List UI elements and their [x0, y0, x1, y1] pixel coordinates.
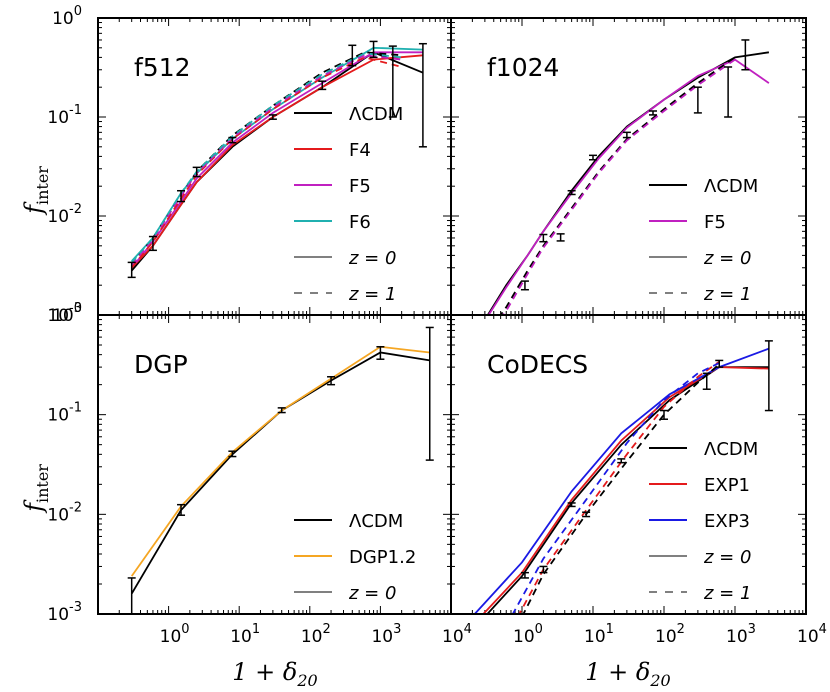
series-line — [486, 51, 770, 315]
tick-label: 100 — [52, 301, 82, 326]
tick-label: 103 — [726, 622, 756, 647]
legend: ΛCDM EXP1 EXP3 z = 0 z = 1 — [649, 439, 758, 604]
errorbars — [496, 39, 750, 315]
series-line — [522, 363, 720, 614]
tick-label: 10-3 — [47, 301, 82, 326]
legend-label: ΛCDM — [704, 439, 758, 460]
tick-label: 10-2 — [47, 202, 82, 227]
series-line — [131, 54, 402, 266]
legend-label: F6 — [349, 212, 371, 233]
legend-label: F5 — [704, 212, 726, 233]
legend-label: EXP1 — [704, 475, 750, 496]
errorbars — [127, 40, 427, 279]
legend: ΛCDM DGP1.2 z = 0 — [294, 511, 416, 604]
legend-label: ΛCDM — [349, 104, 403, 125]
tick-label: 102 — [655, 622, 685, 647]
tick-label: 10-3 — [47, 600, 82, 625]
tick-label: 101 — [584, 622, 614, 647]
series-line — [131, 52, 402, 263]
panel-frame — [450, 314, 807, 615]
legend-label: z = 0 — [348, 248, 396, 269]
series-line — [130, 345, 430, 577]
series-line — [131, 51, 424, 272]
y-axis-title: finter — [20, 166, 52, 216]
y-axis-title: finter — [20, 464, 52, 514]
panel-codecs: CoDECS ΛCDM EXP1 EXP3 z = 0 z = 1 — [450, 314, 807, 615]
tick-label: 100 — [513, 622, 543, 647]
legend-label: F4 — [349, 140, 371, 161]
panel-title: f1024 — [487, 53, 559, 82]
series-line — [131, 54, 423, 269]
panel-dgp: DGP ΛCDM DGP1.2 z = 0 — [97, 314, 452, 615]
tick-label: 100 — [52, 4, 82, 29]
series-line — [511, 362, 720, 614]
legend-label: EXP3 — [704, 511, 750, 532]
series-group — [473, 347, 770, 614]
tick-label: 103 — [371, 622, 401, 647]
series-line — [131, 51, 423, 269]
tick-label: 102 — [301, 622, 331, 647]
legend: ΛCDM F4 F5 F6 z = 0 z = 1 — [294, 104, 403, 305]
panel-title: f512 — [134, 53, 191, 82]
tick-label: 10-1 — [47, 401, 82, 426]
series-line — [518, 360, 720, 614]
legend-label: z = 1 — [703, 583, 751, 604]
series-line — [499, 56, 736, 315]
series-line — [482, 366, 769, 614]
series-line — [501, 58, 736, 315]
panel-title: DGP — [134, 350, 188, 379]
series-group — [486, 51, 770, 315]
legend-label: DGP1.2 — [349, 547, 416, 568]
legend: ΛCDM F5 z = 0 z = 1 — [649, 176, 758, 305]
panel-f512: f512 ΛCDM F4 F5 F6 z = 0 z = 1 — [97, 17, 452, 316]
x-axis-title: 1 + δ20 — [585, 658, 670, 690]
series-line — [131, 56, 402, 269]
legend-label: ΛCDM — [704, 176, 758, 197]
legend-label: ΛCDM — [349, 511, 403, 532]
tick-label: 101 — [230, 622, 260, 647]
tick-label: 104 — [442, 622, 472, 647]
tick-label: 100 — [160, 622, 190, 647]
legend-label: z = 0 — [703, 547, 751, 568]
legend-label: F5 — [349, 176, 371, 197]
legend-label: z = 0 — [348, 583, 396, 604]
panel-title: CoDECS — [487, 350, 588, 379]
legend-label: z = 1 — [348, 284, 396, 305]
x-axis-title: 1 + δ20 — [232, 658, 317, 690]
errorbars — [520, 340, 773, 579]
panel-f1024: f1024 ΛCDM F5 z = 0 z = 1 — [450, 17, 807, 316]
legend-label: z = 1 — [703, 284, 751, 305]
tick-label: 104 — [797, 622, 827, 647]
tick-label: 10-1 — [47, 103, 82, 128]
errorbars — [127, 326, 434, 614]
tick-label: 10-2 — [47, 500, 82, 525]
series-line — [487, 58, 770, 315]
legend-label: z = 0 — [703, 248, 751, 269]
